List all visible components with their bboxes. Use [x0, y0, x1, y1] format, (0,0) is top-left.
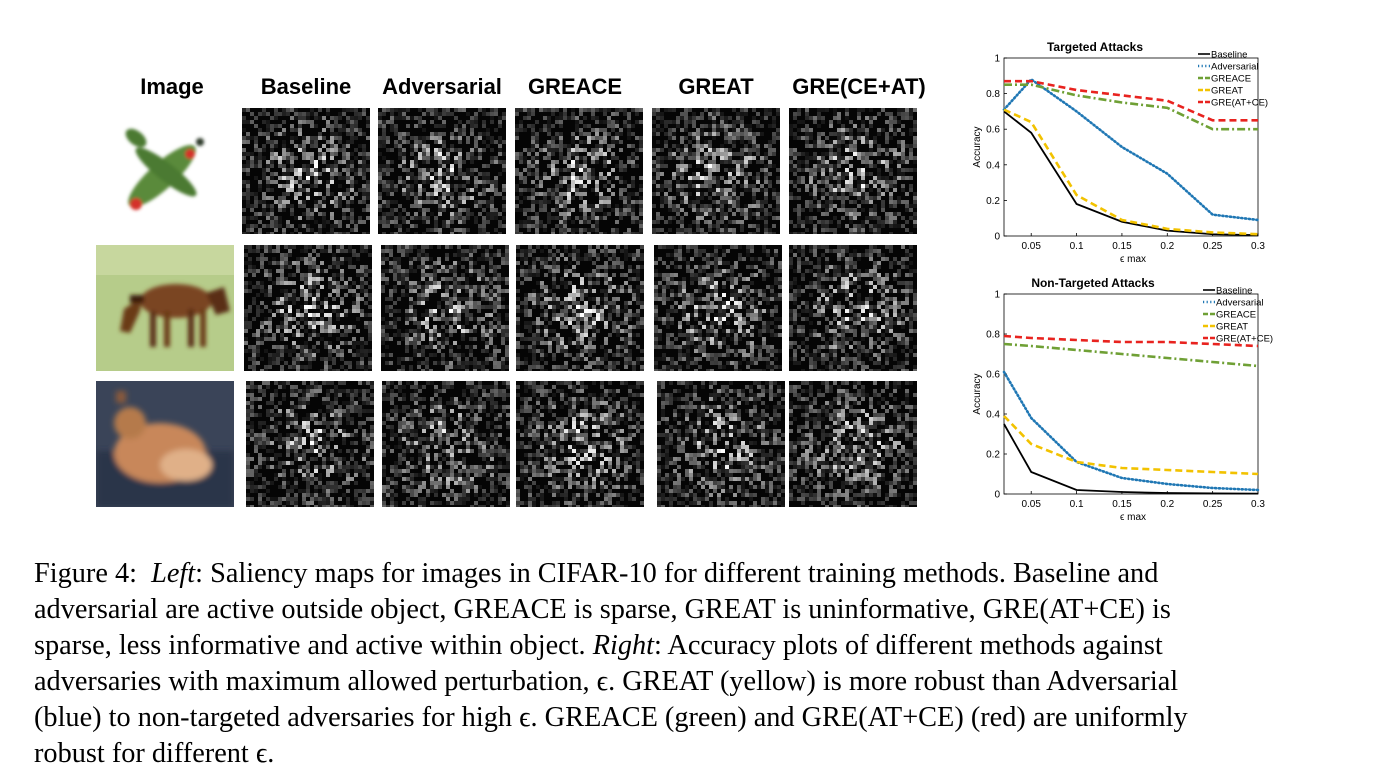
- chart2-series-baseline: [1003, 423, 1259, 495]
- chart1-ytick-label: 0.4: [986, 160, 1000, 171]
- chart2-ytick-label: 0.2: [986, 450, 1000, 461]
- column-header-image: Image: [140, 74, 204, 99]
- caption-text-1: : Saliency maps for images in CIFAR-10 f…: [195, 558, 1159, 589]
- chart1-xtick-label: 0.15: [1112, 241, 1132, 252]
- caption-line-3: sparse, less informative and active with…: [34, 628, 1354, 664]
- chart1-xtick-label: 0.1: [1070, 241, 1084, 252]
- caption-text-3a: sparse, less informative and active with…: [34, 630, 593, 661]
- chart2-legend-label: Baseline: [1216, 286, 1252, 297]
- chart1-axes-box: [1003, 57, 1259, 237]
- saliency-map-horse-gre: [789, 245, 917, 371]
- column-header-baseline: Baseline: [260, 74, 352, 99]
- saliency-map-airplane-great: [652, 108, 780, 234]
- chart1-series-greace: [1004, 83, 1258, 131]
- caption-line-6: robust for different ϵ.: [34, 738, 275, 769]
- chart1-ytick-label: 0.2: [986, 196, 1000, 207]
- chart1-series-gre-at-ce-: [1004, 79, 1258, 122]
- chart2-ytick-label: 0: [994, 490, 1000, 501]
- saliency-map-horse-adversarial: [381, 245, 509, 371]
- chart2-xtick-label: 0.05: [1021, 499, 1041, 510]
- chart2-ytick-label: 0.6: [986, 370, 1000, 381]
- accuracy-charts: 0 0.2 0.4 0.6 0.8 1 0.05 0.1 0.15 0.2 0.25 0.3 Targe…: [972, 40, 1273, 523]
- chart1-legend-label: Baseline: [1211, 50, 1247, 61]
- column-header-great: GREAT: [678, 74, 754, 99]
- chart2-xtick-label: 0.15: [1112, 499, 1132, 510]
- horse-image: [96, 245, 234, 371]
- saliency-map-airplane-adversarial: [378, 108, 506, 234]
- chart2-xlabel: ϵ max: [1120, 512, 1146, 523]
- saliency-map-airplane-gre: [789, 108, 917, 234]
- column-header-gre: GRE(CE+AT): [792, 74, 926, 99]
- caption-line-1: Figure 4: Left: Saliency maps for images…: [34, 556, 1354, 592]
- chart1-ytick-label: 0.6: [986, 125, 1000, 136]
- chart1-xtick-label: 0.3: [1251, 241, 1265, 252]
- caption-line-4: adversaries with maximum allowed perturb…: [34, 666, 1179, 697]
- caption-label: Figure 4:: [34, 558, 137, 589]
- column-header-adversarial: Adversarial: [382, 74, 502, 99]
- chart2-series-greace: [1003, 342, 1259, 368]
- caption-line-5: (blue) to non-targeted adversaries for h…: [34, 702, 1188, 733]
- saliency-map-cat-greace: [516, 381, 644, 507]
- chart1-ytick-label: 1: [994, 54, 1000, 65]
- chart1-legend-label: GRE(AT+CE): [1211, 98, 1268, 109]
- saliency-map-horse-greace: [516, 245, 644, 371]
- chart2-legend-label: GREAT: [1216, 322, 1248, 333]
- chart2-series-great: [1003, 415, 1259, 476]
- chart1-series-great: [1003, 108, 1259, 236]
- chart2-axes-box: [1003, 293, 1259, 495]
- chart1-legend-label: Adversarial: [1211, 62, 1259, 73]
- saliency-map-horse-baseline: [244, 245, 372, 371]
- chart2-title: Non-Targeted Attacks: [1031, 276, 1155, 290]
- chart1-xlabel: ϵ max: [1120, 254, 1146, 265]
- chart2-series-gre-at-ce-: [1003, 334, 1259, 348]
- figure-caption: Figure 4: Left: Saliency maps for images…: [34, 556, 1354, 772]
- airplane-image: [102, 108, 240, 234]
- saliency-map-airplane-greace: [515, 108, 643, 234]
- chart1-ylabel: Accuracy: [972, 126, 983, 167]
- saliency-map-horse-great: [654, 245, 782, 371]
- saliency-map-airplane-baseline: [242, 108, 370, 234]
- chart1-xtick-label: 0.25: [1203, 241, 1223, 252]
- chart1-series-baseline: [1003, 110, 1259, 237]
- chart1-legend-label: GREACE: [1211, 74, 1251, 85]
- chart2-xtick-label: 0.1: [1070, 499, 1084, 510]
- chart2-xtick-label: 0.2: [1160, 499, 1174, 510]
- chart1-series-adversarial: [1002, 77, 1260, 222]
- saliency-map-cat-great: [657, 381, 785, 507]
- chart2-series-adversarial: [1002, 370, 1260, 492]
- chart2-ytick-label: 0.8: [986, 330, 1000, 341]
- chart2-ytick-label: 1: [994, 290, 1000, 301]
- cat-image: [96, 381, 234, 507]
- chart1-xtick-label: 0.05: [1021, 241, 1041, 252]
- chart2-xtick-label: 0.25: [1203, 499, 1223, 510]
- caption-line-2: adversarial are active outside object, G…: [34, 594, 1171, 625]
- chart1-xtick-label: 0.2: [1160, 241, 1174, 252]
- chart2-ylabel: Accuracy: [972, 373, 983, 414]
- chart1-ytick-label: 0: [994, 232, 1000, 243]
- caption-left-label: Left: [151, 558, 196, 589]
- chart2-ytick-label: 0.4: [986, 410, 1000, 421]
- caption-right-label: Right: [592, 630, 655, 661]
- saliency-map-cat-gre: [789, 381, 917, 507]
- chart2-legend-label: GREACE: [1216, 310, 1256, 321]
- saliency-map-cat-adversarial: [382, 381, 510, 507]
- chart2-legend-label: Adversarial: [1216, 298, 1264, 309]
- chart2-xtick-label: 0.3: [1251, 499, 1265, 510]
- chart1-title: Targeted Attacks: [1047, 40, 1143, 54]
- column-header-greace: GREACE: [527, 74, 623, 99]
- chart1-ytick-label: 0.8: [986, 89, 1000, 100]
- saliency-map-cat-baseline: [246, 381, 374, 507]
- caption-text-3b: : Accuracy plots of different methods ag…: [654, 630, 1163, 661]
- chart1-legend-label: GREAT: [1211, 86, 1243, 97]
- chart2-legend-label: GRE(AT+CE): [1216, 334, 1273, 345]
